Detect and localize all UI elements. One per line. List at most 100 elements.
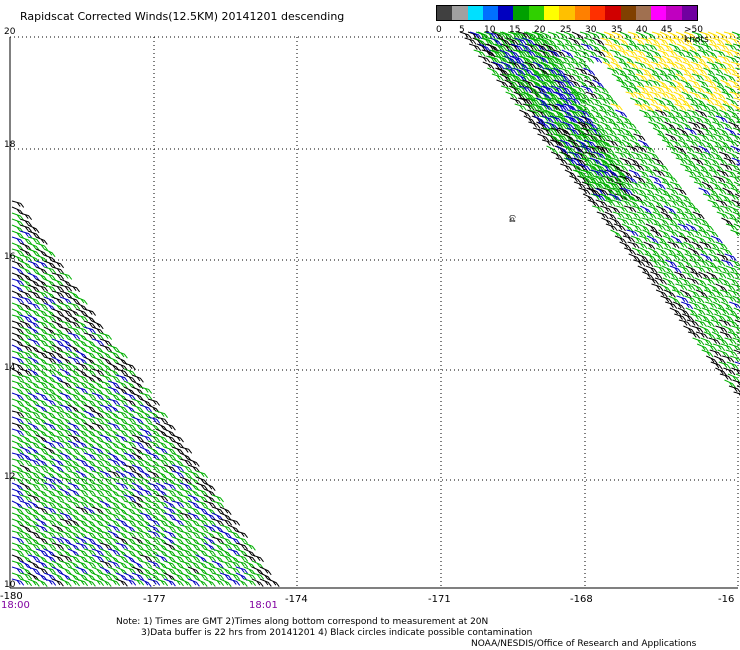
wind-barb [544, 55, 557, 64]
wind-barb [473, 49, 486, 57]
wind-barb [580, 85, 593, 94]
wind-barb [107, 428, 120, 437]
wind-barb [139, 404, 152, 413]
wind-barb [638, 97, 650, 106]
wind-barb [612, 43, 625, 52]
wind-barb [468, 43, 482, 51]
wind-barb [139, 530, 152, 539]
wind-barb [733, 181, 740, 187]
wind-barb [59, 524, 72, 533]
wind-barb [99, 560, 113, 568]
wind-barb [59, 560, 72, 568]
wind-barb [75, 506, 89, 514]
wind-barb [657, 133, 670, 142]
wind-barb [642, 61, 655, 70]
wind-barb [708, 169, 721, 177]
wind-barb [568, 37, 581, 46]
wind-barb [522, 79, 535, 88]
wind-barb [11, 380, 24, 388]
wind-barb [187, 518, 200, 527]
wind-barb [560, 151, 573, 161]
wind-barb [51, 566, 64, 576]
wind-barb [519, 109, 531, 118]
wind-barb [685, 139, 699, 147]
wind-barb [555, 157, 568, 165]
wind-barb [724, 127, 737, 137]
wind-barb [11, 458, 25, 466]
wind-barb [171, 566, 184, 575]
wind-barb [35, 578, 48, 587]
wind-barb [658, 103, 671, 112]
wind-barb [646, 55, 659, 64]
wind-barb [91, 398, 104, 407]
wind-barb [707, 241, 720, 250]
wind-barb [628, 253, 641, 262]
wind-barb [179, 536, 192, 545]
wind-barb [676, 127, 689, 137]
wind-barb [83, 350, 96, 359]
wind-barb [227, 518, 241, 526]
wind-barb [628, 127, 641, 135]
wind-barb [43, 494, 56, 503]
wind-barb [75, 488, 89, 496]
wind-barb [123, 518, 136, 526]
wind-barb [735, 205, 740, 209]
colorbar-swatch [681, 6, 698, 20]
wind-barb [612, 211, 625, 219]
wind-barb [187, 554, 201, 562]
wind-barb [712, 301, 725, 311]
wind-barb [674, 145, 687, 155]
wind-barb [570, 61, 583, 69]
wind-barb [664, 37, 677, 45]
wind-barb [585, 49, 598, 58]
wind-barb [599, 139, 612, 148]
wind-barb [195, 482, 208, 491]
wind-barb [51, 266, 64, 274]
wind-barb [619, 73, 632, 82]
wind-barb [608, 121, 621, 129]
wind-barb [35, 236, 48, 245]
wind-barb [541, 139, 555, 147]
wind-barb [616, 163, 629, 172]
wind-barb [644, 43, 658, 51]
wind-barb [615, 181, 628, 189]
wind-barb [681, 301, 694, 310]
wind-barb [644, 211, 657, 220]
wind-barb [59, 440, 72, 448]
wind-barb [658, 187, 671, 197]
wind-barb [75, 374, 88, 382]
wind-barb [713, 133, 726, 142]
wind-barb [83, 446, 96, 454]
wind-barb [179, 446, 193, 454]
wind-barb [99, 542, 112, 550]
wind-barb [716, 337, 729, 346]
wind-barb [67, 458, 80, 467]
wind-barb [11, 428, 24, 436]
wind-barb [707, 157, 720, 166]
wind-barb [725, 265, 738, 274]
wind-barb [83, 428, 96, 437]
wind-barb [677, 223, 690, 232]
wind-barb [680, 163, 693, 172]
wind-barb [715, 73, 728, 82]
wind-barb [555, 133, 568, 142]
wind-barb [688, 121, 701, 129]
wind-barb [629, 223, 642, 232]
wind-barb [675, 199, 688, 208]
wind-barb [131, 518, 144, 527]
wind-barb [730, 313, 740, 321]
wind-barb [721, 49, 734, 57]
wind-barb [179, 482, 192, 491]
wind-barb [673, 133, 686, 142]
wind-barb [75, 362, 88, 370]
wind-barb [674, 271, 687, 280]
wind-barb [35, 446, 48, 455]
wind-barb [708, 253, 721, 262]
wind-barb [689, 259, 702, 267]
wind-barb [563, 73, 576, 81]
wind-barb [665, 133, 678, 142]
wind-barb [163, 422, 176, 431]
wind-barb [139, 572, 152, 580]
wind-barb [679, 109, 692, 118]
wind-barb [123, 434, 136, 443]
